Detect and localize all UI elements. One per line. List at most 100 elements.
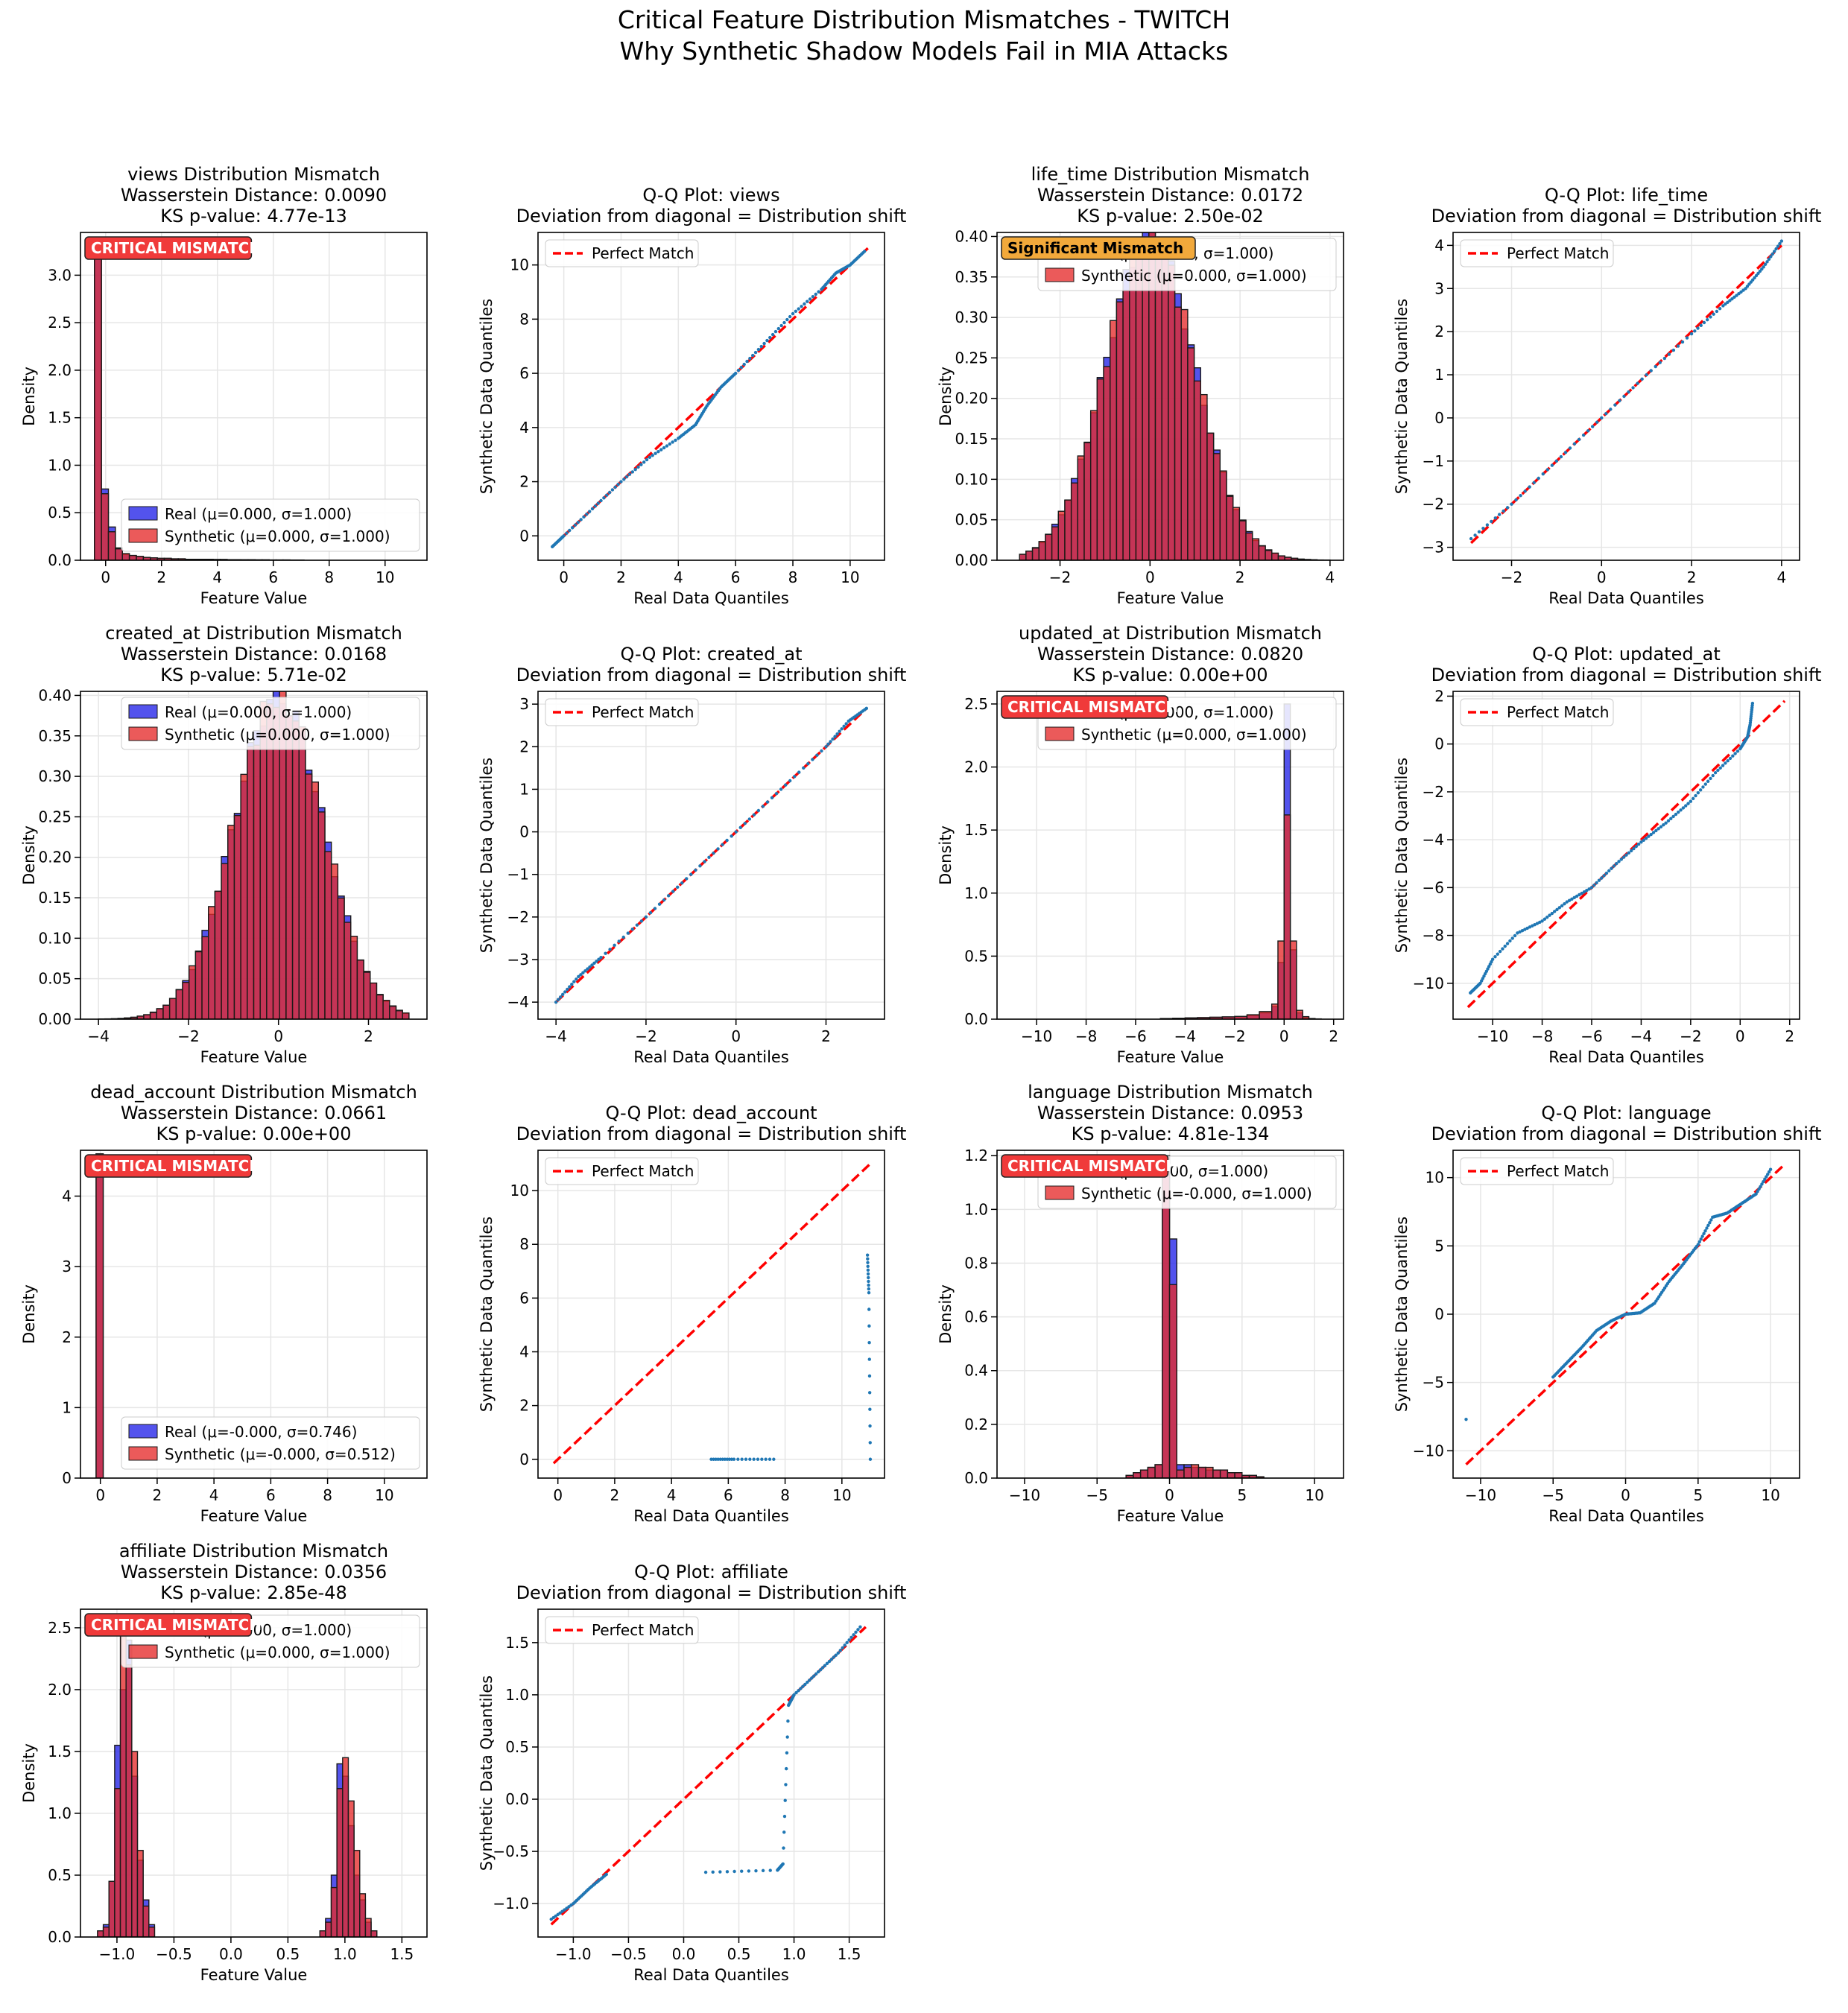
qq-point: [703, 1870, 708, 1874]
bar-synthetic: [1238, 520, 1247, 560]
x-tick-label: 0: [1165, 1486, 1174, 1504]
bar-synthetic: [1265, 550, 1273, 560]
bar-synthetic: [227, 825, 235, 1019]
y-tick-label: 2.0: [48, 361, 72, 379]
y-tick-label: 10: [510, 1182, 529, 1199]
qq-point: [1640, 377, 1644, 381]
qq-point: [1765, 1175, 1768, 1179]
qq-point: [1618, 399, 1621, 402]
qq-point: [862, 250, 867, 253]
qq-point: [1728, 756, 1732, 761]
qq-point: [1592, 883, 1596, 887]
qq-point: [1737, 292, 1741, 296]
y-tick-label: 0.5: [48, 504, 72, 522]
qq-point: [1581, 433, 1586, 437]
qq-point: [866, 1257, 870, 1261]
badge-box: [1001, 695, 1169, 719]
y-tick-label: 0.40: [38, 686, 72, 704]
qq-point: [1779, 239, 1784, 243]
bar-synthetic: [324, 851, 332, 1019]
qq-point: [800, 305, 803, 308]
y-tick-label: 0: [519, 1451, 529, 1468]
qq-point: [576, 520, 580, 524]
y-axis-label: Synthetic Data Quantiles: [1393, 758, 1411, 953]
bar-synthetic: [1161, 249, 1169, 560]
qq-point: [835, 732, 839, 736]
qq-point: [659, 448, 663, 451]
y-tick-label: 1.5: [48, 409, 72, 427]
x-tick-label: 2: [1687, 568, 1697, 586]
qq-point: [1701, 785, 1705, 789]
qq-point: [806, 299, 809, 303]
y-tick-label: 3.0: [48, 266, 72, 284]
axes-frame: [537, 1150, 885, 1479]
bar-synthetic: [1205, 1466, 1214, 1478]
bar-synthetic: [356, 960, 364, 1019]
mismatch-badge: CRITICAL MISMATCH: [84, 1154, 262, 1178]
qq-point: [599, 498, 603, 503]
qq-point: [1597, 878, 1601, 882]
qq-point: [1659, 825, 1663, 828]
qq-point: [1649, 369, 1653, 373]
qq-point: [716, 1457, 720, 1461]
bar-synthetic: [1168, 264, 1176, 560]
qq-point: [1589, 886, 1594, 890]
qq-point: [1473, 533, 1477, 537]
subplot-title-line: Q-Q Plot: life_time: [1545, 185, 1708, 206]
qq-point: [1636, 381, 1639, 385]
qq-point: [1724, 761, 1727, 765]
axes-frame: [80, 691, 428, 1020]
qq-point: [1567, 898, 1572, 902]
y-tick-label: 0: [1434, 409, 1444, 427]
bar-synthetic: [149, 1012, 157, 1019]
qq-point: [1721, 304, 1725, 308]
y-tick-label: −3: [507, 951, 529, 969]
qq-point: [761, 1868, 765, 1873]
qq-point: [867, 1324, 871, 1328]
qq-point: [1469, 536, 1473, 541]
bar-synthetic: [1270, 1003, 1279, 1019]
qq-point: [799, 1687, 803, 1690]
bar-synthetic: [1227, 1472, 1235, 1478]
y-tick-label: 1: [62, 1398, 72, 1416]
qq-point: [852, 1633, 855, 1637]
legend-label: Perfect Match: [1507, 244, 1609, 262]
bar-synthetic: [353, 1850, 361, 1937]
x-tick-label: −6: [1124, 1027, 1146, 1045]
qq-point: [1699, 323, 1703, 327]
qq-point: [1662, 356, 1667, 361]
mismatch-badge: Significant Mismatch: [1001, 236, 1196, 260]
x-tick-label: −2: [1224, 1027, 1245, 1045]
qq-point: [842, 724, 846, 729]
x-tick-label: 4: [674, 568, 683, 586]
qq-point: [590, 963, 594, 967]
bar-synthetic: [1252, 538, 1260, 560]
y-tick-label: −4: [1423, 831, 1444, 849]
y-tick-label: 0.5: [964, 947, 988, 965]
qq-point: [788, 779, 792, 783]
subplot-affiliate-hist: affiliate Distribution MismatchWasserste…: [20, 1541, 428, 1984]
qq-point: [1510, 502, 1513, 506]
qq-point: [773, 329, 778, 334]
bar-synthetic: [319, 1930, 326, 1937]
qq-point: [633, 467, 637, 472]
legend-swatch-synthetic: [128, 528, 158, 543]
subplot-created_at-hist: created_at Distribution MismatchWasserst…: [20, 623, 428, 1066]
qq-point: [1642, 838, 1645, 842]
subplot-title-line: updated_at Distribution Mismatch: [1019, 623, 1322, 644]
qq-point: [752, 813, 756, 817]
qq-point: [694, 868, 697, 872]
bar-synthetic: [1154, 257, 1162, 560]
subplot-title-line: Wasserstein Distance: 0.0953: [1037, 1103, 1303, 1123]
qq-point: [1502, 509, 1505, 513]
qq-point: [781, 1862, 785, 1866]
legend-label-real: Real (μ=0.000, σ=1.000): [165, 505, 352, 523]
qq-point: [1582, 890, 1586, 894]
qq-point: [1771, 252, 1774, 256]
qq-point: [613, 943, 616, 948]
qq-point: [864, 706, 869, 711]
badge-text: Significant Mismatch: [1007, 239, 1183, 257]
qq-point: [867, 1341, 871, 1345]
mismatch-badge: CRITICAL MISMATCH: [1001, 695, 1178, 719]
x-tick-label: 2: [153, 1486, 162, 1504]
